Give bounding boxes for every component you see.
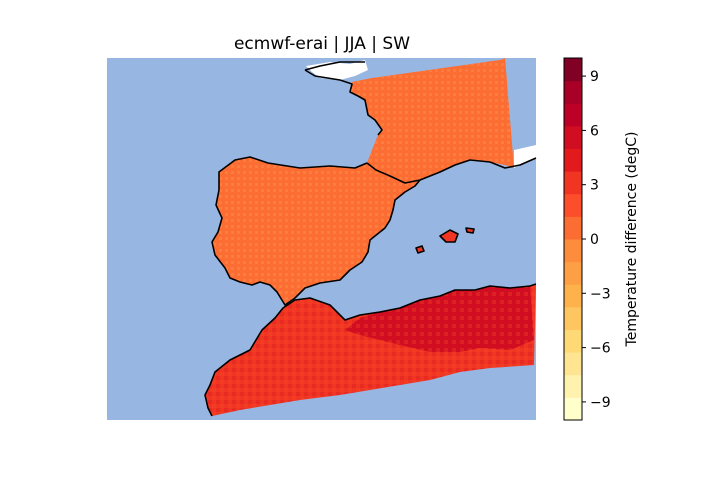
colorbar-segment (564, 193, 582, 217)
colorbar-tick-label: 0 (590, 232, 599, 248)
colorbar-segment (564, 352, 582, 376)
colorbar-segment (564, 125, 582, 149)
colorbar-label: Temperature difference (degC) (624, 132, 640, 348)
colorbar-segment (564, 397, 582, 421)
colorbar: 9 6 3 0 −3 −6 −9 Temperature difference (degC) (563, 57, 640, 421)
colorbar-tick-label: 3 (590, 178, 599, 194)
colorbar-segment (564, 261, 582, 285)
land-outside-data (514, 145, 536, 168)
region-france-texture (352, 58, 514, 183)
region-balearic (440, 230, 458, 242)
colorbar-tick-label: 9 (590, 69, 599, 85)
region-africa-texture (205, 284, 536, 416)
map-panel (107, 58, 537, 420)
colorbar-segment (564, 284, 582, 308)
colorbar-segment (564, 171, 582, 195)
colorbar-segment (564, 374, 582, 398)
colorbar-segment (564, 306, 582, 330)
coastline-africa (204, 283, 537, 417)
coastline-brittany (304, 61, 383, 136)
coastline-france-south (366, 157, 537, 184)
colorbar-tick-label: −3 (590, 286, 611, 302)
coastline-balearic (415, 227, 475, 254)
colorbar-segments (564, 58, 582, 421)
colorbar-segment (564, 216, 582, 240)
colorbar-segment (564, 329, 582, 353)
colorbar-segment (564, 239, 582, 263)
colorbar-tick-label: −6 (590, 341, 611, 357)
coastlines (204, 61, 537, 417)
coastline-iberia (211, 156, 421, 306)
chart-title: ecmwf-erai | JJA | SW (234, 34, 410, 54)
colorbar-tick-label: 6 (590, 123, 599, 139)
colorbar-segment (564, 80, 582, 104)
colorbar-ticks: 9 6 3 0 −3 −6 −9 (582, 69, 611, 411)
colorbar-segment (564, 148, 582, 172)
region-iberia-texture (212, 157, 420, 305)
colorbar-tick-label: −9 (590, 395, 611, 411)
colorbar-segment (564, 58, 582, 82)
colorbar-segment (564, 103, 582, 127)
